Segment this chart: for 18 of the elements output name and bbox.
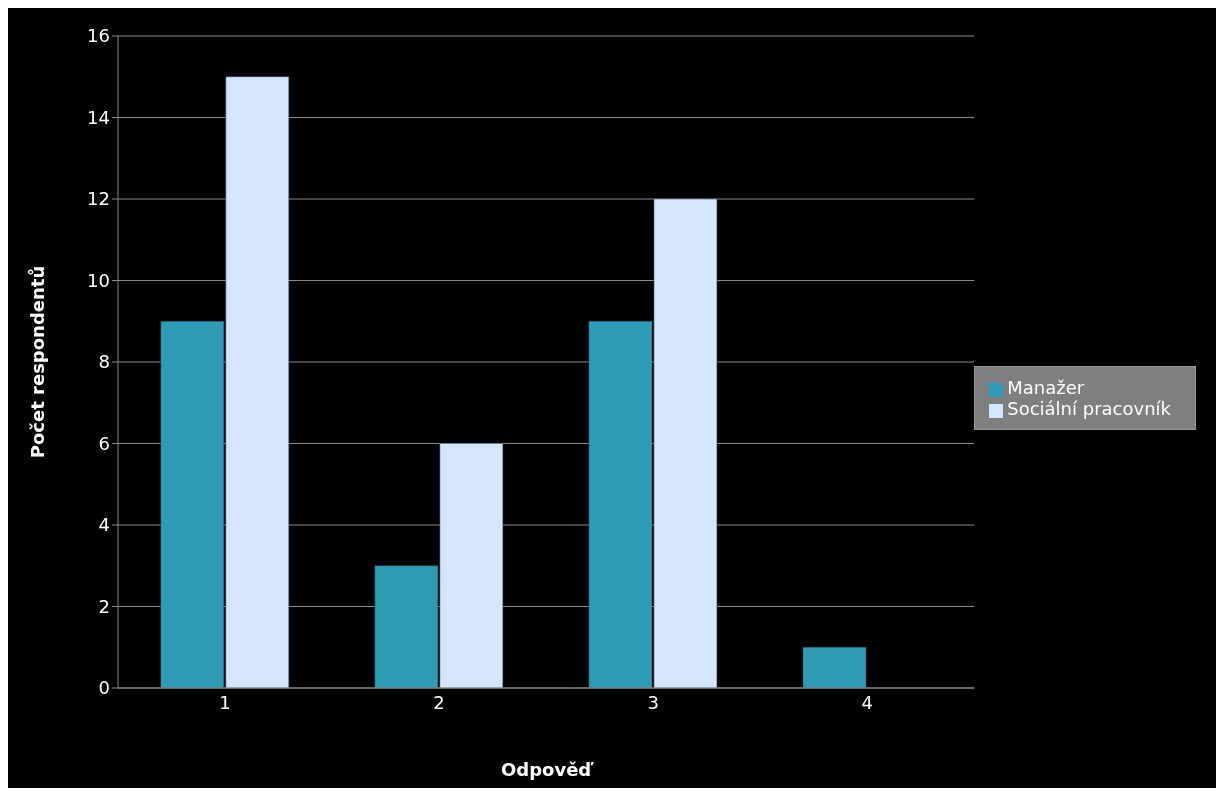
y-tick-label: 16 (87, 25, 110, 47)
x-tick-label: 4 (861, 691, 873, 713)
legend-label: Manažer (1007, 377, 1085, 398)
y-tick-label: 14 (87, 106, 110, 128)
y-tick-label: 8 (98, 351, 110, 373)
y-tick-label: 12 (87, 188, 110, 210)
y-axis-title: Počet respondentů (27, 265, 49, 459)
y-tick-label: 4 (98, 514, 110, 536)
bar (802, 647, 867, 688)
x-axis-title: Odpověď (500, 759, 595, 780)
y-tick-label: 10 (87, 269, 110, 291)
y-tick-label: 0 (98, 677, 110, 699)
y-tick-label: 6 (98, 432, 110, 454)
legend-label: Sociální pracovník (1007, 398, 1171, 419)
x-tick-label: 2 (433, 691, 445, 713)
x-tick-label: 3 (647, 691, 659, 713)
x-tick-label: 1 (219, 691, 231, 713)
y-tick-label: 2 (98, 595, 110, 617)
